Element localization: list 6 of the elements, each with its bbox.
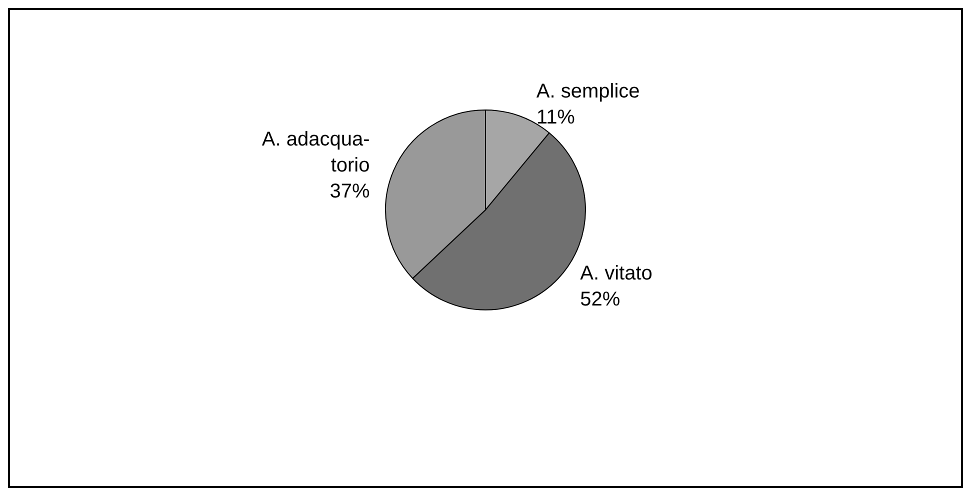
slice-label: A. vitato xyxy=(580,262,652,285)
data-label: 11% xyxy=(536,106,576,129)
data-label: 52% xyxy=(580,288,620,311)
slice-label: A. adacqua- torio xyxy=(262,128,370,176)
data-label: 37% xyxy=(330,180,370,202)
slice-label: A. semplice xyxy=(536,80,640,103)
